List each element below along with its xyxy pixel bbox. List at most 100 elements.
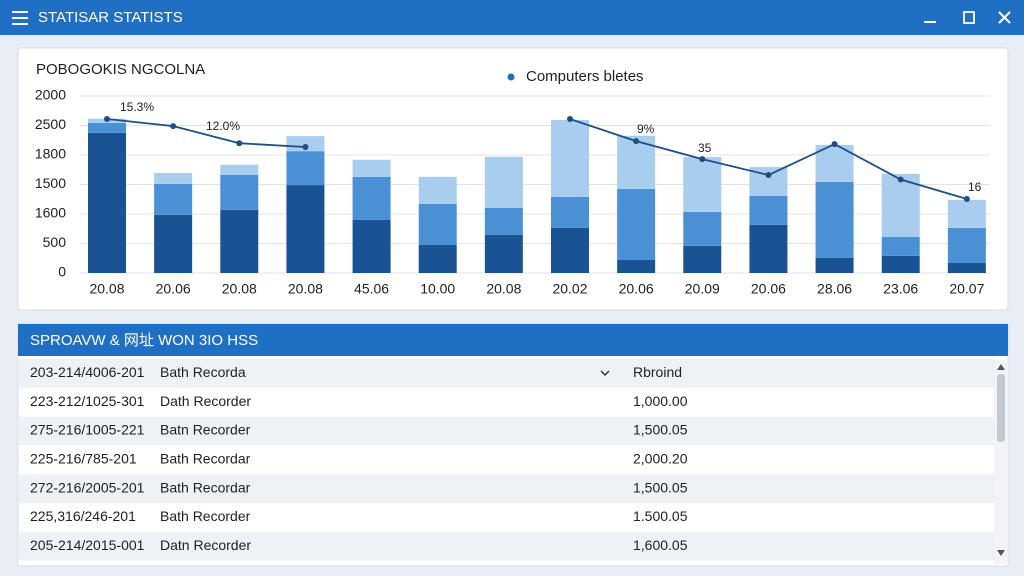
y-axis-label: 1800 (35, 146, 66, 162)
bar-segment (154, 214, 193, 273)
table-cell: 275-216/1005-221 (30, 422, 145, 438)
x-axis-label: 20.07 (949, 281, 984, 297)
table-cell: Datn Recorder (160, 537, 251, 553)
bar-segment (815, 181, 854, 258)
table-row[interactable] (19, 503, 994, 532)
table-cell: 225-216/785-201 (30, 451, 137, 467)
legend-label: Computers bletes (526, 68, 644, 85)
bar-segment (947, 199, 986, 228)
y-axis-label: 1500 (35, 175, 66, 191)
bar-segment (947, 227, 986, 263)
bar-segment (220, 174, 259, 210)
table-row[interactable] (19, 474, 994, 503)
table-row[interactable] (19, 387, 994, 417)
line-point (897, 176, 904, 183)
y-axis-label: 1600 (35, 205, 66, 221)
table-cell: Dath Recorder (160, 393, 251, 409)
table-cell: 272-216/2005-201 (30, 479, 145, 495)
bar-segment (286, 136, 325, 152)
table-row[interactable] (19, 416, 994, 446)
table-cell: 1,500.05 (633, 479, 688, 495)
bar-segment (484, 156, 523, 208)
x-axis-label: 23.06 (883, 281, 918, 297)
bar-segment (484, 234, 523, 273)
bar-segment (286, 185, 325, 273)
bar-segment (352, 159, 391, 177)
table-header-cell: Bath Recorda (160, 364, 246, 380)
table-cell: 1,500.05 (633, 422, 688, 438)
x-axis-label: 20.06 (156, 281, 191, 297)
table-cell: 1,600.05 (633, 537, 688, 553)
table-cell: 223-212/1025-301 (30, 393, 145, 409)
table-row[interactable] (19, 531, 994, 561)
line-point (765, 172, 772, 179)
bar-segment (617, 188, 656, 261)
bar-segment (881, 173, 920, 238)
x-axis-label: 20.08 (288, 281, 323, 297)
annotation: 9% (637, 122, 655, 136)
x-axis-label: 28.06 (817, 281, 852, 297)
bar-segment (418, 176, 457, 204)
x-axis-label: 20.08 (222, 281, 257, 297)
y-axis-label: 0 (58, 264, 66, 280)
table-cell: 1,000.00 (633, 393, 688, 409)
bar-segment (749, 196, 788, 225)
menu-icon[interactable] (12, 11, 28, 25)
line-point (302, 144, 309, 151)
bar-segment (154, 172, 193, 184)
bar-segment (881, 237, 920, 256)
bar-segment (881, 255, 920, 273)
scroll-down[interactable] (997, 550, 1005, 556)
window-title: STATISAR STATISTS (38, 9, 183, 26)
scrollbar-thumb[interactable] (997, 374, 1005, 442)
bar-segment (947, 262, 986, 273)
bar-segment (88, 122, 126, 133)
table-header-cell: 203-214/4006-201 (30, 364, 145, 380)
annotation: 16 (968, 180, 982, 194)
annotation: 35 (698, 141, 712, 155)
table-cell: Bath Recordar (160, 479, 251, 495)
x-axis-label: 20.06 (751, 281, 786, 297)
table-cell: 2,000.20 (633, 451, 688, 467)
bar-segment (88, 132, 126, 273)
bar-segment (551, 227, 589, 273)
bar-segment (418, 203, 457, 245)
maximize-button[interactable] (963, 11, 975, 24)
bar-segment (683, 211, 722, 246)
line-point (567, 116, 573, 123)
x-axis-label: 20.06 (619, 281, 654, 297)
x-axis-label: 20.02 (552, 281, 587, 297)
x-axis-label: 20.09 (685, 281, 720, 297)
dropdown-chevron[interactable] (600, 370, 610, 377)
x-axis-label: 10.00 (420, 281, 455, 297)
line-point (633, 138, 640, 145)
bar-segment (551, 119, 589, 197)
bar-segment (220, 209, 259, 273)
bar-segment (286, 151, 325, 186)
bar-segment (484, 207, 523, 235)
bar-segment (683, 157, 722, 212)
table-title-bar (18, 324, 1008, 356)
line-point (963, 195, 970, 202)
bar-segment (551, 196, 589, 228)
scroll-up[interactable] (997, 364, 1005, 370)
bar-segment (352, 176, 391, 220)
line-point (699, 156, 706, 163)
table-row[interactable] (19, 445, 994, 475)
bar-segment (749, 224, 788, 273)
annotation: 12.0% (206, 119, 240, 133)
title-bar (0, 0, 1024, 35)
line-series (106, 118, 306, 148)
table-cell: 1.500.05 (633, 508, 688, 524)
table-cell: Batn Recorder (160, 422, 251, 438)
bar-segment (154, 183, 193, 215)
bar-segment (418, 244, 457, 273)
table-title: SPROAVW & 网址 WON 3IO HSS (30, 332, 258, 349)
x-axis-label: 45.06 (354, 281, 389, 297)
close-button[interactable] (998, 11, 1011, 24)
table-header-row (19, 359, 994, 388)
table-cell: 225,316/246-201 (30, 508, 136, 524)
table-cell: Bath Recorder (160, 508, 251, 524)
